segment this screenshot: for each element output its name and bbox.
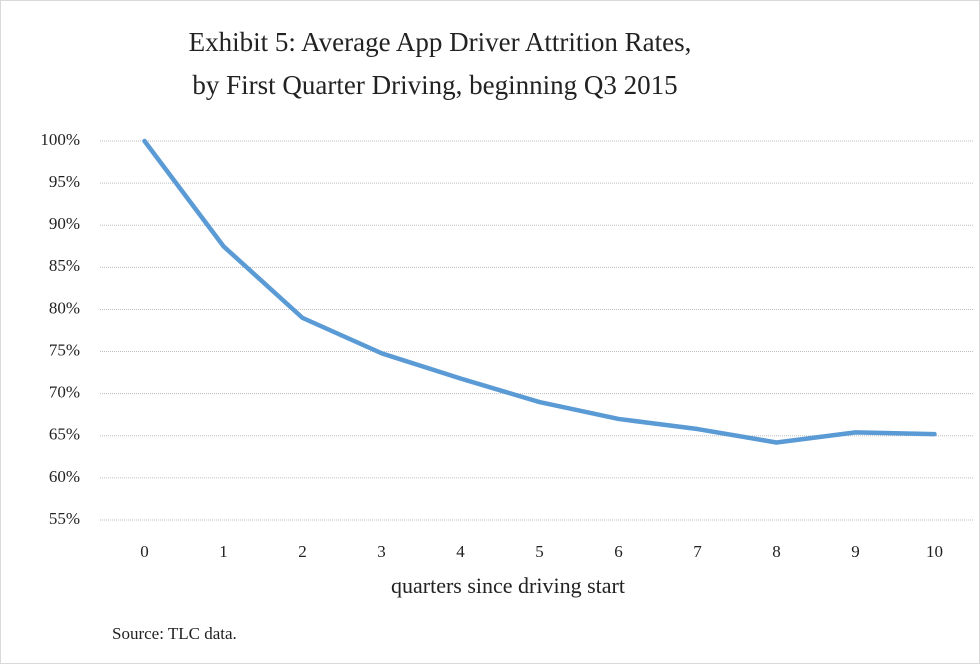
y-tick-label: 75% <box>49 340 80 359</box>
y-tick-label: 60% <box>49 467 80 486</box>
x-tick-label: 6 <box>614 542 623 561</box>
x-tick-label: 7 <box>693 542 702 561</box>
x-tick-label: 3 <box>377 542 386 561</box>
y-tick-label: 100% <box>40 130 80 149</box>
x-tick-label: 1 <box>219 542 228 561</box>
y-tick-label: 95% <box>49 172 80 191</box>
y-tick-label: 85% <box>49 256 80 275</box>
y-tick-label: 90% <box>49 214 80 233</box>
x-tick-label: 0 <box>140 542 149 561</box>
chart-title: by First Quarter Driving, beginning Q3 2… <box>192 70 677 100</box>
y-tick-label: 70% <box>49 383 80 402</box>
x-axis-label: quarters since driving start <box>391 573 625 598</box>
data-line <box>142 138 937 445</box>
x-tick-label: 8 <box>772 542 781 561</box>
y-tick-label: 80% <box>49 298 80 317</box>
x-tick-label: 2 <box>298 542 307 561</box>
x-tick-label: 5 <box>535 542 544 561</box>
x-tick-label: 4 <box>456 542 465 561</box>
x-tick-label: 9 <box>851 542 860 561</box>
chart-title: Exhibit 5: Average App Driver Attrition … <box>189 27 692 57</box>
source-note: Source: TLC data. <box>112 624 237 643</box>
x-tick-label: 10 <box>926 542 943 561</box>
y-tick-label: 65% <box>49 425 80 444</box>
y-tick-label: 55% <box>49 509 80 528</box>
